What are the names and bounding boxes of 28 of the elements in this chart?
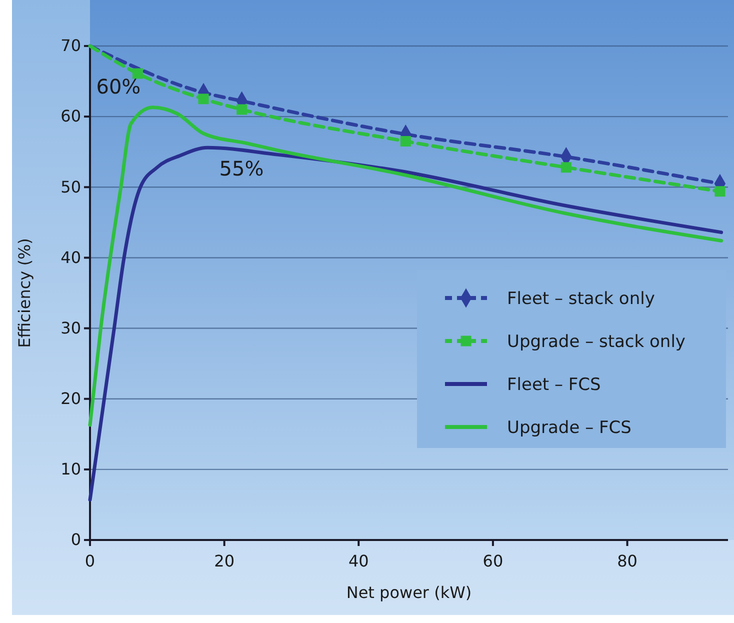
point <box>714 186 726 197</box>
x-tick-label: 0 <box>84 552 96 571</box>
x-axis-title: Net power (kW) <box>346 583 472 602</box>
annotation: 55% <box>219 156 264 181</box>
point <box>400 136 411 147</box>
point <box>560 162 572 173</box>
line-series <box>88 146 724 502</box>
x-tick-label: 40 <box>348 552 369 571</box>
y-tick-label: 40 <box>60 248 81 267</box>
y-tick-label: 60 <box>60 106 81 126</box>
y-tick-label: 50 <box>60 177 81 196</box>
x-tick-label: 80 <box>617 552 638 571</box>
x-tick-label: 20 <box>214 552 234 571</box>
legend-label: Upgrade – stack only <box>507 332 686 352</box>
legend-label: Upgrade – FCS <box>507 418 632 438</box>
point <box>198 94 209 104</box>
y-tick-label: 70 <box>60 36 81 56</box>
annotation: 60% <box>96 74 141 98</box>
y-tick-label: 10 <box>60 460 81 479</box>
y-axis-title: Efficiency (%) <box>15 238 34 348</box>
y-tick-label: 0 <box>70 530 81 550</box>
y-tick-label: 30 <box>60 318 81 338</box>
legend-label: Fleet – FCS <box>507 375 601 395</box>
point <box>236 104 248 115</box>
x-tick-label: 60 <box>482 552 504 571</box>
legend-label: Fleet – stack only <box>507 289 655 309</box>
point <box>132 68 143 79</box>
y-tick-label: 20 <box>60 388 81 408</box>
